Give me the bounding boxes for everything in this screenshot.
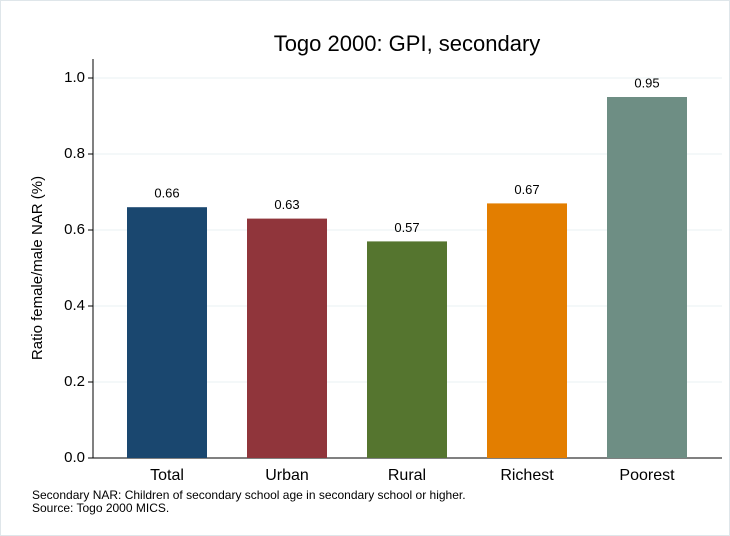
x-tick-label: Rural bbox=[388, 467, 426, 484]
y-tick-label: 0.4 bbox=[64, 297, 85, 314]
bar bbox=[487, 203, 567, 458]
note: Source: Togo 2000 MICS. bbox=[32, 501, 169, 515]
y-tick-label: 0.2 bbox=[64, 373, 85, 390]
data-label: 0.63 bbox=[274, 197, 299, 212]
bar bbox=[367, 241, 447, 458]
data-label: 0.66 bbox=[154, 186, 179, 201]
data-label: 0.95 bbox=[634, 75, 659, 90]
bar bbox=[127, 207, 207, 458]
data-label: 0.57 bbox=[394, 220, 419, 235]
x-tick-label: Total bbox=[150, 467, 184, 484]
x-tick-label: Richest bbox=[500, 467, 554, 484]
y-tick-label: 1.0 bbox=[64, 69, 85, 86]
note: Secondary NAR: Children of secondary sch… bbox=[32, 488, 466, 502]
y-tick-label: 0.6 bbox=[64, 221, 85, 238]
bar bbox=[607, 97, 687, 458]
bar bbox=[247, 218, 327, 458]
data-label: 0.67 bbox=[514, 182, 539, 197]
y-tick-label: 0.0 bbox=[64, 449, 85, 466]
x-tick-label: Urban bbox=[265, 467, 309, 484]
y-axis-label: Ratio female/male NAR (%) bbox=[29, 176, 46, 360]
chart-title: Togo 2000: GPI, secondary bbox=[274, 31, 541, 56]
x-tick-label: Poorest bbox=[619, 467, 675, 484]
y-tick-label: 0.8 bbox=[64, 145, 85, 162]
